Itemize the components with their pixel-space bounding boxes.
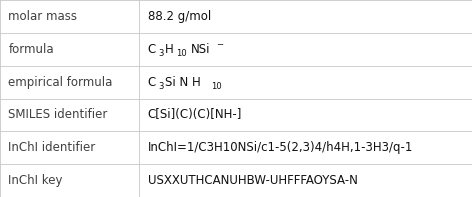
Text: molar mass: molar mass	[8, 10, 77, 23]
Text: InChI key: InChI key	[8, 174, 63, 187]
Text: H: H	[165, 43, 174, 56]
Text: C: C	[148, 43, 156, 56]
Text: 3: 3	[159, 82, 164, 91]
Text: NSi: NSi	[191, 43, 210, 56]
Text: USXXUTHCANUHBW-UHFFFAOYSA-N: USXXUTHCANUHBW-UHFFFAOYSA-N	[148, 174, 358, 187]
Text: −: −	[216, 40, 223, 49]
Text: 10: 10	[177, 49, 187, 59]
Text: C: C	[148, 76, 156, 89]
Text: SMILES identifier: SMILES identifier	[8, 108, 108, 121]
Text: C[Si](C)(C)[NH-]: C[Si](C)(C)[NH-]	[148, 108, 242, 121]
Text: 88.2 g/mol: 88.2 g/mol	[148, 10, 211, 23]
Text: InChI=1/C3H10NSi/c1-5(2,3)4/h4H,1-3H3/q-1: InChI=1/C3H10NSi/c1-5(2,3)4/h4H,1-3H3/q-…	[148, 141, 413, 154]
Text: 3: 3	[159, 49, 164, 59]
Text: formula: formula	[8, 43, 54, 56]
Text: InChI identifier: InChI identifier	[8, 141, 96, 154]
Text: empirical formula: empirical formula	[8, 76, 113, 89]
Text: Si N H: Si N H	[165, 76, 201, 89]
Text: 10: 10	[211, 82, 222, 91]
